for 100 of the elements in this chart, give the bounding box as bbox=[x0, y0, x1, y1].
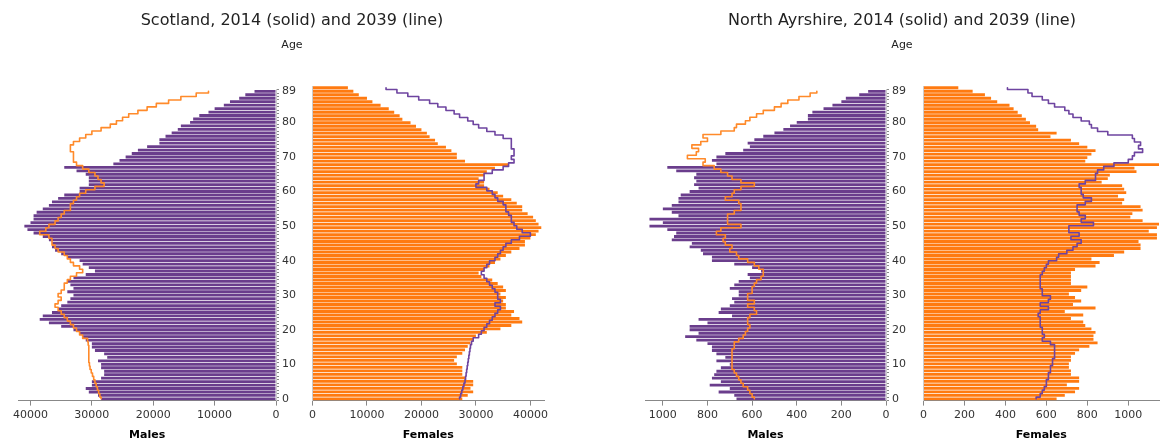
bar bbox=[845, 96, 886, 100]
bar bbox=[313, 205, 523, 209]
y-tick-label: 89 bbox=[892, 84, 906, 98]
bar bbox=[924, 247, 1141, 250]
bar bbox=[924, 341, 1098, 345]
y-axis-title: Age bbox=[890, 38, 914, 51]
bar bbox=[61, 304, 276, 307]
x-tick-label: 40000 bbox=[13, 408, 48, 422]
bar bbox=[924, 191, 1127, 195]
bar bbox=[924, 275, 1071, 278]
bar bbox=[313, 390, 474, 394]
bar bbox=[924, 198, 1125, 202]
bar bbox=[924, 355, 1071, 359]
bar bbox=[924, 187, 1125, 191]
bar bbox=[924, 386, 1080, 390]
y-tick-label: 0 bbox=[282, 391, 289, 405]
bar bbox=[711, 349, 886, 352]
x-tick-label: 40000 bbox=[512, 408, 548, 422]
bar bbox=[313, 358, 455, 362]
bar bbox=[747, 141, 886, 145]
bar bbox=[736, 397, 886, 401]
x-tick-label: 0 bbox=[882, 408, 890, 422]
bar bbox=[55, 248, 276, 252]
bar bbox=[104, 373, 276, 377]
x-axis-title: Males bbox=[747, 428, 785, 442]
bar bbox=[27, 228, 276, 231]
bar bbox=[313, 138, 436, 142]
x-tick-label: 400 bbox=[786, 408, 808, 422]
bar bbox=[85, 387, 276, 390]
y-tick-label: 40 bbox=[892, 253, 906, 267]
bar bbox=[104, 369, 276, 373]
bar bbox=[313, 351, 463, 355]
y-tick-label: 40 bbox=[282, 253, 296, 267]
bar bbox=[79, 186, 276, 190]
bar bbox=[313, 173, 485, 177]
bar bbox=[313, 365, 463, 369]
y-tick-label: 60 bbox=[892, 184, 906, 198]
bar bbox=[711, 159, 886, 162]
x-tick-label: 30000 bbox=[458, 408, 494, 422]
y-tick-label: 30 bbox=[892, 288, 906, 302]
bar bbox=[674, 235, 886, 238]
bar bbox=[88, 179, 276, 183]
bar bbox=[313, 219, 536, 223]
bar bbox=[313, 372, 463, 376]
bar bbox=[101, 366, 276, 370]
x-tick-label: 0 bbox=[309, 408, 316, 422]
bar bbox=[70, 297, 276, 301]
bar bbox=[714, 373, 886, 377]
bar bbox=[313, 383, 474, 387]
bar bbox=[67, 290, 276, 294]
bar bbox=[924, 177, 1108, 181]
bar bbox=[716, 359, 886, 363]
bar bbox=[313, 180, 485, 184]
y-tick-label: 50 bbox=[282, 218, 296, 232]
bar bbox=[313, 341, 471, 345]
bar bbox=[85, 338, 276, 342]
bar bbox=[924, 124, 1037, 128]
x-tick-label: 20000 bbox=[403, 408, 439, 422]
y-tick-label: 80 bbox=[282, 115, 296, 129]
bar bbox=[180, 124, 276, 128]
x-tick-label: 200 bbox=[830, 408, 852, 422]
bar bbox=[924, 338, 1094, 341]
bar bbox=[88, 176, 276, 180]
bar bbox=[689, 324, 886, 328]
bar bbox=[924, 331, 1096, 334]
bar bbox=[924, 205, 1141, 209]
chart-title: Scotland, 2014 (solid) and 2039 (line) bbox=[139, 10, 445, 29]
y-tick-label: 10 bbox=[892, 357, 906, 371]
bar bbox=[159, 138, 276, 142]
bar bbox=[924, 233, 1157, 236]
bar bbox=[703, 252, 886, 256]
bar bbox=[313, 379, 474, 383]
x-tick-label: 800 bbox=[1076, 408, 1098, 422]
bar bbox=[924, 390, 1076, 394]
x-tick-label: 20000 bbox=[135, 408, 171, 422]
bar bbox=[924, 103, 1010, 107]
bar bbox=[734, 283, 886, 287]
bar bbox=[313, 338, 474, 341]
bar bbox=[924, 107, 1014, 111]
x-tick-label: 400 bbox=[994, 408, 1016, 422]
x-tick-label: 800 bbox=[696, 408, 718, 422]
y-tick-label: 70 bbox=[892, 149, 906, 163]
bar bbox=[82, 262, 276, 266]
bar bbox=[718, 311, 886, 314]
bar bbox=[924, 365, 1069, 369]
bar bbox=[711, 259, 886, 263]
x-axis-title: Females bbox=[1015, 428, 1068, 442]
bar bbox=[24, 224, 276, 228]
bar bbox=[98, 359, 276, 363]
bar bbox=[924, 114, 1022, 118]
chart-title: North Ayrshire, 2014 (solid) and 2039 (line) bbox=[727, 10, 1077, 29]
bar bbox=[313, 296, 506, 299]
bar bbox=[51, 200, 276, 204]
bar bbox=[313, 215, 534, 219]
bar bbox=[924, 208, 1143, 212]
bar bbox=[747, 273, 886, 276]
bar bbox=[924, 351, 1076, 355]
y-tick-label: 0 bbox=[892, 391, 899, 405]
bar bbox=[67, 279, 276, 283]
bar bbox=[924, 156, 1088, 160]
